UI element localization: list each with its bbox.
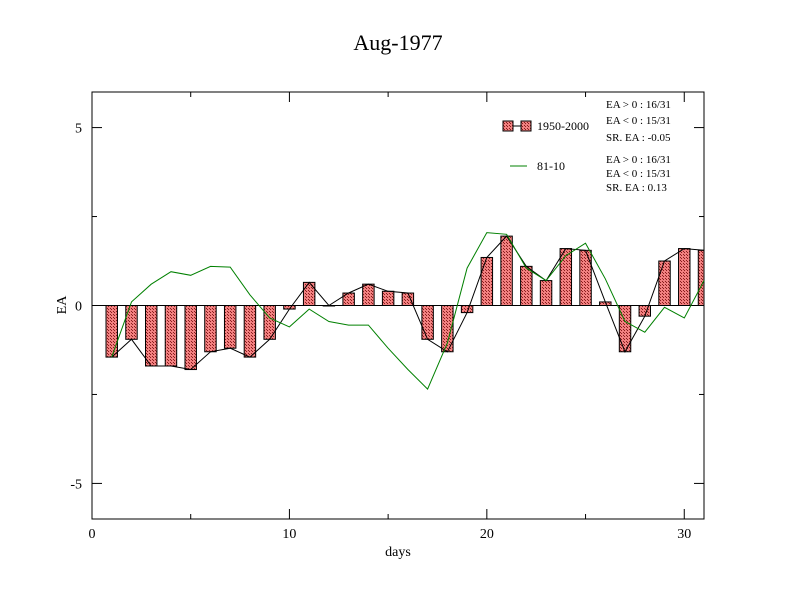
y-tick-label: 5 xyxy=(75,122,82,137)
stat-text: EA > 0 : 16/31 xyxy=(606,154,671,166)
bar xyxy=(184,305,197,371)
y-axis-label: EA xyxy=(55,295,70,315)
bar xyxy=(480,256,494,306)
x-axis-label: days xyxy=(385,545,411,560)
stat-text: EA < 0 : 15/31 xyxy=(606,115,671,127)
stat-text: EA > 0 : 16/31 xyxy=(606,99,671,111)
bar xyxy=(204,305,217,353)
stat-text: EA < 0 : 15/31 xyxy=(606,168,671,180)
bar xyxy=(500,235,513,306)
x-tick-label: 30 xyxy=(677,527,691,542)
bar xyxy=(302,281,316,306)
bar xyxy=(697,249,705,307)
legend-label-81-10: 81-10 xyxy=(537,159,565,173)
bar-series xyxy=(105,235,705,371)
stat-text: SR. EA : -0.05 xyxy=(606,132,671,144)
chart-title: Aug-1977 xyxy=(353,30,442,55)
bar xyxy=(263,305,276,340)
bar xyxy=(362,283,375,306)
bar xyxy=(125,305,138,340)
legend-swatch-bar xyxy=(502,120,514,132)
bar xyxy=(381,290,395,306)
bar xyxy=(539,280,553,307)
y-tick-label: -5 xyxy=(70,477,82,492)
series-line-81-10 xyxy=(111,232,705,390)
bar xyxy=(658,260,671,307)
x-tick-label: 10 xyxy=(282,527,296,542)
bar xyxy=(223,305,237,349)
bar xyxy=(342,292,355,307)
bar xyxy=(678,248,691,306)
bar xyxy=(243,305,257,358)
bar xyxy=(579,249,592,307)
x-tick-label: 0 xyxy=(89,527,96,542)
bar xyxy=(638,305,651,317)
series-line-1950-2000 xyxy=(111,235,705,371)
bar xyxy=(145,305,158,367)
line-series xyxy=(92,232,705,390)
legend: 1950-2000 81-10 EA > 0 : 16/31 EA < 0 : … xyxy=(502,99,671,194)
bar xyxy=(164,305,178,367)
legend-swatch-bar xyxy=(520,120,532,132)
bar xyxy=(559,248,573,306)
bar xyxy=(105,305,118,358)
axis-ticks: 0 10 20 30 5 0 -5 xyxy=(70,92,704,542)
bar xyxy=(401,292,415,307)
y-tick-label: 0 xyxy=(75,300,82,315)
bar xyxy=(520,265,533,307)
bar xyxy=(421,305,434,340)
stat-text: SR. EA : 0.13 xyxy=(606,182,667,194)
x-tick-label: 20 xyxy=(480,527,494,542)
legend-label-1950-2000: 1950-2000 xyxy=(537,119,589,133)
